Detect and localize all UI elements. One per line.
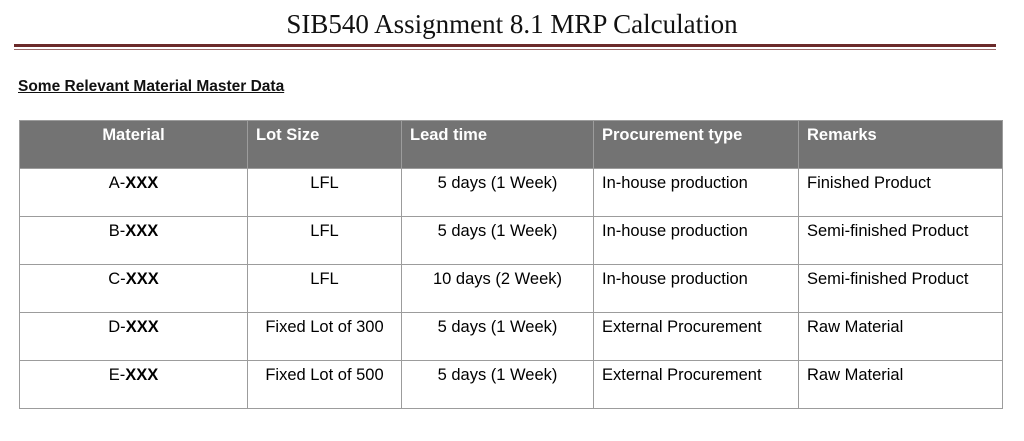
material-prefix: C- <box>108 270 126 288</box>
material-prefix: E- <box>108 366 126 384</box>
cell-material: D-XXX <box>19 312 248 361</box>
header-remarks: Remarks <box>798 120 1003 169</box>
header-procurement-type: Procurement type <box>593 120 799 169</box>
cell-lead-time: 5 days (1 Week) <box>401 168 594 217</box>
material-code: XXX <box>125 318 159 336</box>
cell-procurement-type: External Procurement <box>593 360 799 409</box>
cell-remarks: Semi-finished Product <box>798 264 1003 313</box>
title-rule-thick <box>14 44 996 47</box>
table-row: E-XXX Fixed Lot of 500 5 days (1 Week) E… <box>19 360 1003 409</box>
title-rule-thin <box>14 49 996 50</box>
material-prefix: B- <box>108 222 126 240</box>
cell-remarks: Semi-finished Product <box>798 216 1003 265</box>
cell-material: C-XXX <box>19 264 248 313</box>
cell-material: B-XXX <box>19 216 248 265</box>
material-prefix: A- <box>108 174 126 192</box>
table-row: C-XXX LFL 10 days (2 Week) In-house prod… <box>19 264 1003 313</box>
document-title: SIB540 Assignment 8.1 MRP Calculation <box>286 9 738 39</box>
cell-lot-size: LFL <box>247 264 402 313</box>
material-code: XXX <box>125 174 159 192</box>
section-heading: Some Relevant Material Master Data <box>18 78 285 95</box>
cell-procurement-type: In-house production <box>593 216 799 265</box>
header-lead-time: Lead time <box>401 120 594 169</box>
cell-lot-size: LFL <box>247 168 402 217</box>
material-prefix: D- <box>108 318 126 336</box>
header-lot-size: Lot Size <box>247 120 402 169</box>
table-row: D-XXX Fixed Lot of 300 5 days (1 Week) E… <box>19 312 1003 361</box>
cell-procurement-type: External Procurement <box>593 312 799 361</box>
cell-remarks: Raw Material <box>798 312 1003 361</box>
material-code: XXX <box>125 270 159 288</box>
table-row: A-XXX LFL 5 days (1 Week) In-house produ… <box>19 168 1003 217</box>
cell-lead-time: 5 days (1 Week) <box>401 360 594 409</box>
cell-material: A-XXX <box>19 168 248 217</box>
cell-procurement-type: In-house production <box>593 264 799 313</box>
table-row: B-XXX LFL 5 days (1 Week) In-house produ… <box>19 216 1003 265</box>
material-master-table: Material Lot Size Lead time Procurement … <box>19 120 1003 409</box>
cell-remarks: Raw Material <box>798 360 1003 409</box>
material-code: XXX <box>125 366 159 384</box>
cell-material: E-XXX <box>19 360 248 409</box>
cell-procurement-type: In-house production <box>593 168 799 217</box>
cell-lead-time: 5 days (1 Week) <box>401 312 594 361</box>
header-material: Material <box>19 120 248 169</box>
cell-lead-time: 5 days (1 Week) <box>401 216 594 265</box>
cell-lot-size: Fixed Lot of 300 <box>247 312 402 361</box>
cell-lead-time: 10 days (2 Week) <box>401 264 594 313</box>
material-code: XXX <box>125 222 159 240</box>
cell-lot-size: Fixed Lot of 500 <box>247 360 402 409</box>
table-header-row: Material Lot Size Lead time Procurement … <box>19 120 1003 169</box>
cell-remarks: Finished Product <box>798 168 1003 217</box>
cell-lot-size: LFL <box>247 216 402 265</box>
